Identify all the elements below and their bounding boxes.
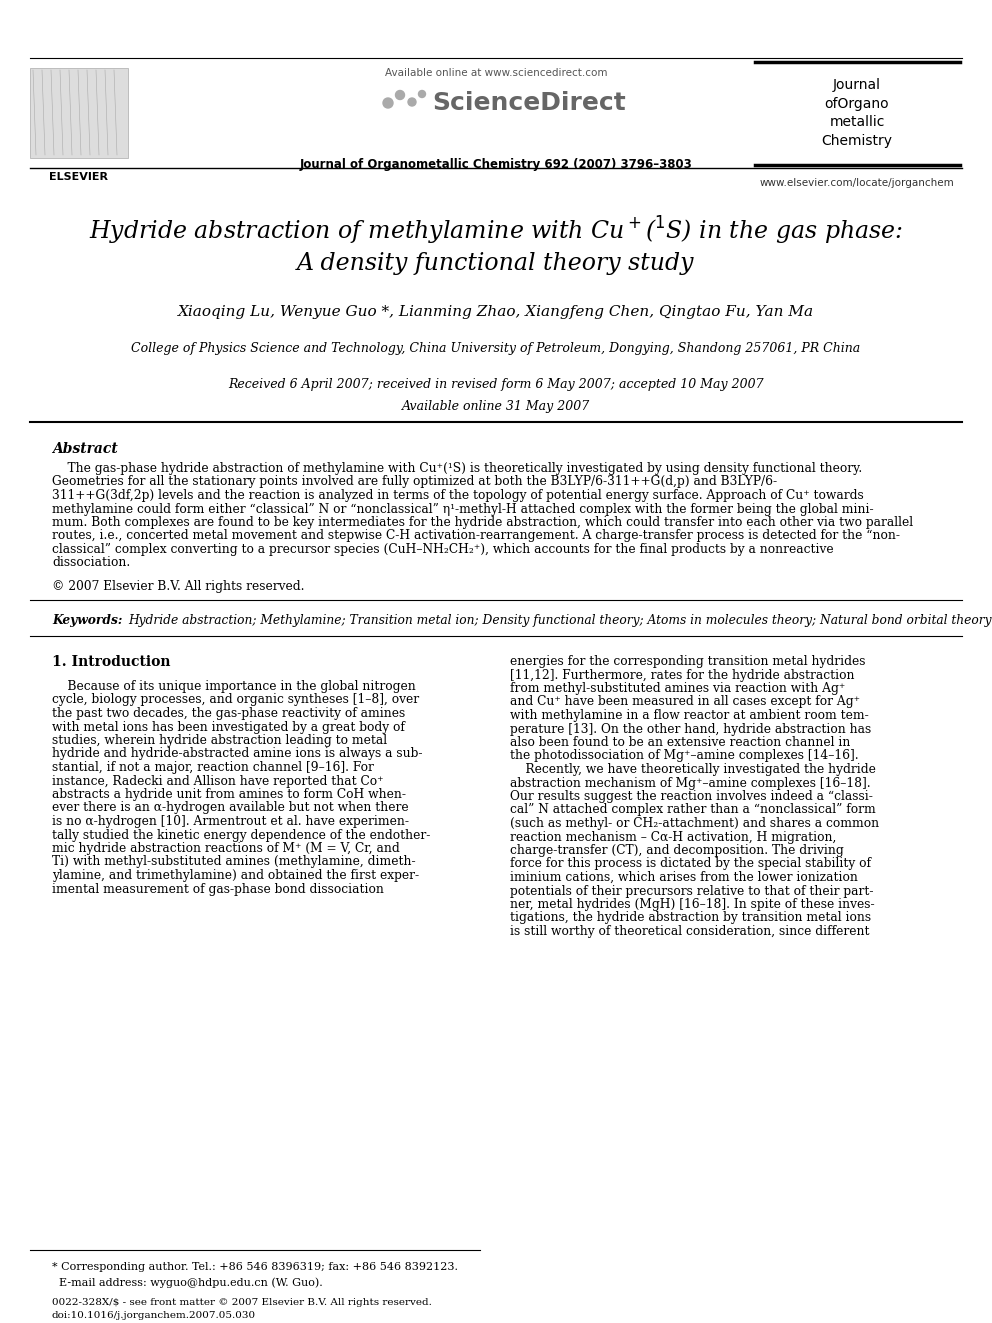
- Text: Journal of Organometallic Chemistry 692 (2007) 3796–3803: Journal of Organometallic Chemistry 692 …: [300, 157, 692, 171]
- Text: the past two decades, the gas-phase reactivity of amines: the past two decades, the gas-phase reac…: [52, 706, 406, 720]
- Text: instance, Radecki and Allison have reported that Co⁺: instance, Radecki and Allison have repor…: [52, 774, 384, 787]
- Text: abstraction mechanism of Mg⁺–amine complexes [16–18].: abstraction mechanism of Mg⁺–amine compl…: [510, 777, 871, 790]
- Text: force for this process is dictated by the special stability of: force for this process is dictated by th…: [510, 857, 871, 871]
- Text: from methyl-substituted amines via reaction with Ag⁺: from methyl-substituted amines via react…: [510, 681, 845, 695]
- Text: reaction mechanism – Cα-H activation, H migration,: reaction mechanism – Cα-H activation, H …: [510, 831, 836, 844]
- Text: 1. Introduction: 1. Introduction: [52, 655, 171, 669]
- Text: iminium cations, which arises from the lower ionization: iminium cations, which arises from the l…: [510, 871, 858, 884]
- Text: ner, metal hydrides (MgH) [16–18]. In spite of these inves-: ner, metal hydrides (MgH) [16–18]. In sp…: [510, 898, 875, 912]
- Text: 0022-328X/$ - see front matter © 2007 Elsevier B.V. All rights reserved.: 0022-328X/$ - see front matter © 2007 El…: [52, 1298, 432, 1307]
- Text: mic hydride abstraction reactions of M⁺ (M = V, Cr, and: mic hydride abstraction reactions of M⁺ …: [52, 841, 400, 855]
- Text: * Corresponding author. Tel.: +86 546 8396319; fax: +86 546 8392123.: * Corresponding author. Tel.: +86 546 83…: [52, 1262, 458, 1271]
- Text: ever there is an α-hydrogen available but not when there: ever there is an α-hydrogen available bu…: [52, 802, 409, 815]
- Text: Our results suggest the reaction involves indeed a “classi-: Our results suggest the reaction involve…: [510, 790, 873, 803]
- Text: and Cu⁺ have been measured in all cases except for Ag⁺: and Cu⁺ have been measured in all cases …: [510, 696, 860, 709]
- Text: energies for the corresponding transition metal hydrides: energies for the corresponding transitio…: [510, 655, 865, 668]
- Text: Xiaoqing Lu, Wenyue Guo *, Lianming Zhao, Xiangfeng Chen, Qingtao Fu, Yan Ma: Xiaoqing Lu, Wenyue Guo *, Lianming Zhao…: [178, 306, 814, 319]
- Text: doi:10.1016/j.jorganchem.2007.05.030: doi:10.1016/j.jorganchem.2007.05.030: [52, 1311, 256, 1320]
- Text: classical” complex converting to a precursor species (CuH–NH₂CH₂⁺), which accoun: classical” complex converting to a precu…: [52, 542, 833, 556]
- Text: Available online at www.sciencedirect.com: Available online at www.sciencedirect.co…: [385, 67, 607, 78]
- Text: charge-transfer (CT), and decomposition. The driving: charge-transfer (CT), and decomposition.…: [510, 844, 844, 857]
- Text: mum. Both complexes are found to be key intermediates for the hydride abstractio: mum. Both complexes are found to be key …: [52, 516, 913, 529]
- Circle shape: [408, 98, 416, 106]
- Text: is still worthy of theoretical consideration, since different: is still worthy of theoretical considera…: [510, 925, 870, 938]
- Text: Recently, we have theoretically investigated the hydride: Recently, we have theoretically investig…: [510, 763, 876, 777]
- Text: Hydride abstraction of methylamine with Cu$^+$($^1$S) in the gas phase:: Hydride abstraction of methylamine with …: [89, 216, 903, 247]
- Text: tigations, the hydride abstraction by transition metal ions: tigations, the hydride abstraction by tr…: [510, 912, 871, 925]
- Text: Received 6 April 2007; received in revised form 6 May 2007; accepted 10 May 2007: Received 6 April 2007; received in revis…: [228, 378, 764, 392]
- Text: 311++G(3df,2p) levels and the reaction is analyzed in terms of the topology of p: 311++G(3df,2p) levels and the reaction i…: [52, 490, 864, 501]
- Text: Journal
ofOrgano
metallic
Chemistry: Journal ofOrgano metallic Chemistry: [821, 78, 893, 148]
- Text: ylamine, and trimethylamine) and obtained the first exper-: ylamine, and trimethylamine) and obtaine…: [52, 869, 420, 882]
- Text: Available online 31 May 2007: Available online 31 May 2007: [402, 400, 590, 413]
- Text: Abstract: Abstract: [52, 442, 118, 456]
- Text: abstracts a hydride unit from amines to form CoH when-: abstracts a hydride unit from amines to …: [52, 789, 406, 800]
- Circle shape: [383, 98, 393, 108]
- Text: Because of its unique importance in the global nitrogen: Because of its unique importance in the …: [52, 680, 416, 693]
- Text: [11,12]. Furthermore, rates for the hydride abstraction: [11,12]. Furthermore, rates for the hydr…: [510, 668, 854, 681]
- Text: tally studied the kinetic energy dependence of the endother-: tally studied the kinetic energy depende…: [52, 828, 431, 841]
- Text: ScienceDirect: ScienceDirect: [432, 91, 626, 115]
- Text: studies, wherein hydride abstraction leading to metal: studies, wherein hydride abstraction lea…: [52, 734, 387, 747]
- Text: potentials of their precursors relative to that of their part-: potentials of their precursors relative …: [510, 885, 874, 897]
- Text: methylamine could form either “classical” N or “nonclassical” η¹-methyl-H attach: methylamine could form either “classical…: [52, 503, 874, 516]
- Circle shape: [419, 90, 426, 98]
- FancyBboxPatch shape: [30, 67, 128, 157]
- Text: perature [13]. On the other hand, hydride abstraction has: perature [13]. On the other hand, hydrid…: [510, 722, 871, 736]
- Text: also been found to be an extensive reaction channel in: also been found to be an extensive react…: [510, 736, 850, 749]
- Circle shape: [396, 90, 405, 99]
- Text: © 2007 Elsevier B.V. All rights reserved.: © 2007 Elsevier B.V. All rights reserved…: [52, 579, 305, 593]
- Text: The gas-phase hydride abstraction of methylamine with Cu⁺(¹S) is theoretically i: The gas-phase hydride abstraction of met…: [52, 462, 862, 475]
- Text: is no α-hydrogen [10]. Armentrout et al. have experimen-: is no α-hydrogen [10]. Armentrout et al.…: [52, 815, 409, 828]
- Text: with methylamine in a flow reactor at ambient room tem-: with methylamine in a flow reactor at am…: [510, 709, 869, 722]
- Text: Ti) with methyl-substituted amines (methylamine, dimeth-: Ti) with methyl-substituted amines (meth…: [52, 856, 416, 868]
- Text: www.elsevier.com/locate/jorganchem: www.elsevier.com/locate/jorganchem: [760, 179, 954, 188]
- Text: imental measurement of gas-phase bond dissociation: imental measurement of gas-phase bond di…: [52, 882, 384, 896]
- Text: College of Physics Science and Technology, China University of Petroleum, Dongyi: College of Physics Science and Technolog…: [131, 343, 861, 355]
- Text: Hydride abstraction; Methylamine; Transition metal ion; Density functional theor: Hydride abstraction; Methylamine; Transi…: [128, 614, 991, 627]
- Text: cycle, biology processes, and organic syntheses [1–8], over: cycle, biology processes, and organic sy…: [52, 693, 420, 706]
- Text: with metal ions has been investigated by a great body of: with metal ions has been investigated by…: [52, 721, 405, 733]
- Text: dissociation.: dissociation.: [52, 557, 130, 569]
- Text: A density functional theory study: A density functional theory study: [298, 251, 694, 275]
- Text: the photodissociation of Mg⁺–amine complexes [14–16].: the photodissociation of Mg⁺–amine compl…: [510, 750, 859, 762]
- Text: routes, i.e., concerted metal movement and stepwise C-H activation-rearrangement: routes, i.e., concerted metal movement a…: [52, 529, 900, 542]
- Text: hydride and hydride-abstracted amine ions is always a sub-: hydride and hydride-abstracted amine ion…: [52, 747, 423, 761]
- Text: Keywords:: Keywords:: [52, 614, 122, 627]
- Text: cal” N attached complex rather than a “nonclassical” form: cal” N attached complex rather than a “n…: [510, 803, 876, 816]
- Text: E-mail address: wyguo@hdpu.edu.cn (W. Guo).: E-mail address: wyguo@hdpu.edu.cn (W. Gu…: [52, 1277, 322, 1287]
- Text: (such as methyl- or CH₂-attachment) and shares a common: (such as methyl- or CH₂-attachment) and …: [510, 818, 879, 830]
- Text: ELSEVIER: ELSEVIER: [50, 172, 108, 183]
- Text: stantial, if not a major, reaction channel [9–16]. For: stantial, if not a major, reaction chann…: [52, 761, 374, 774]
- Text: Geometries for all the stationary points involved are fully optimized at both th: Geometries for all the stationary points…: [52, 475, 777, 488]
